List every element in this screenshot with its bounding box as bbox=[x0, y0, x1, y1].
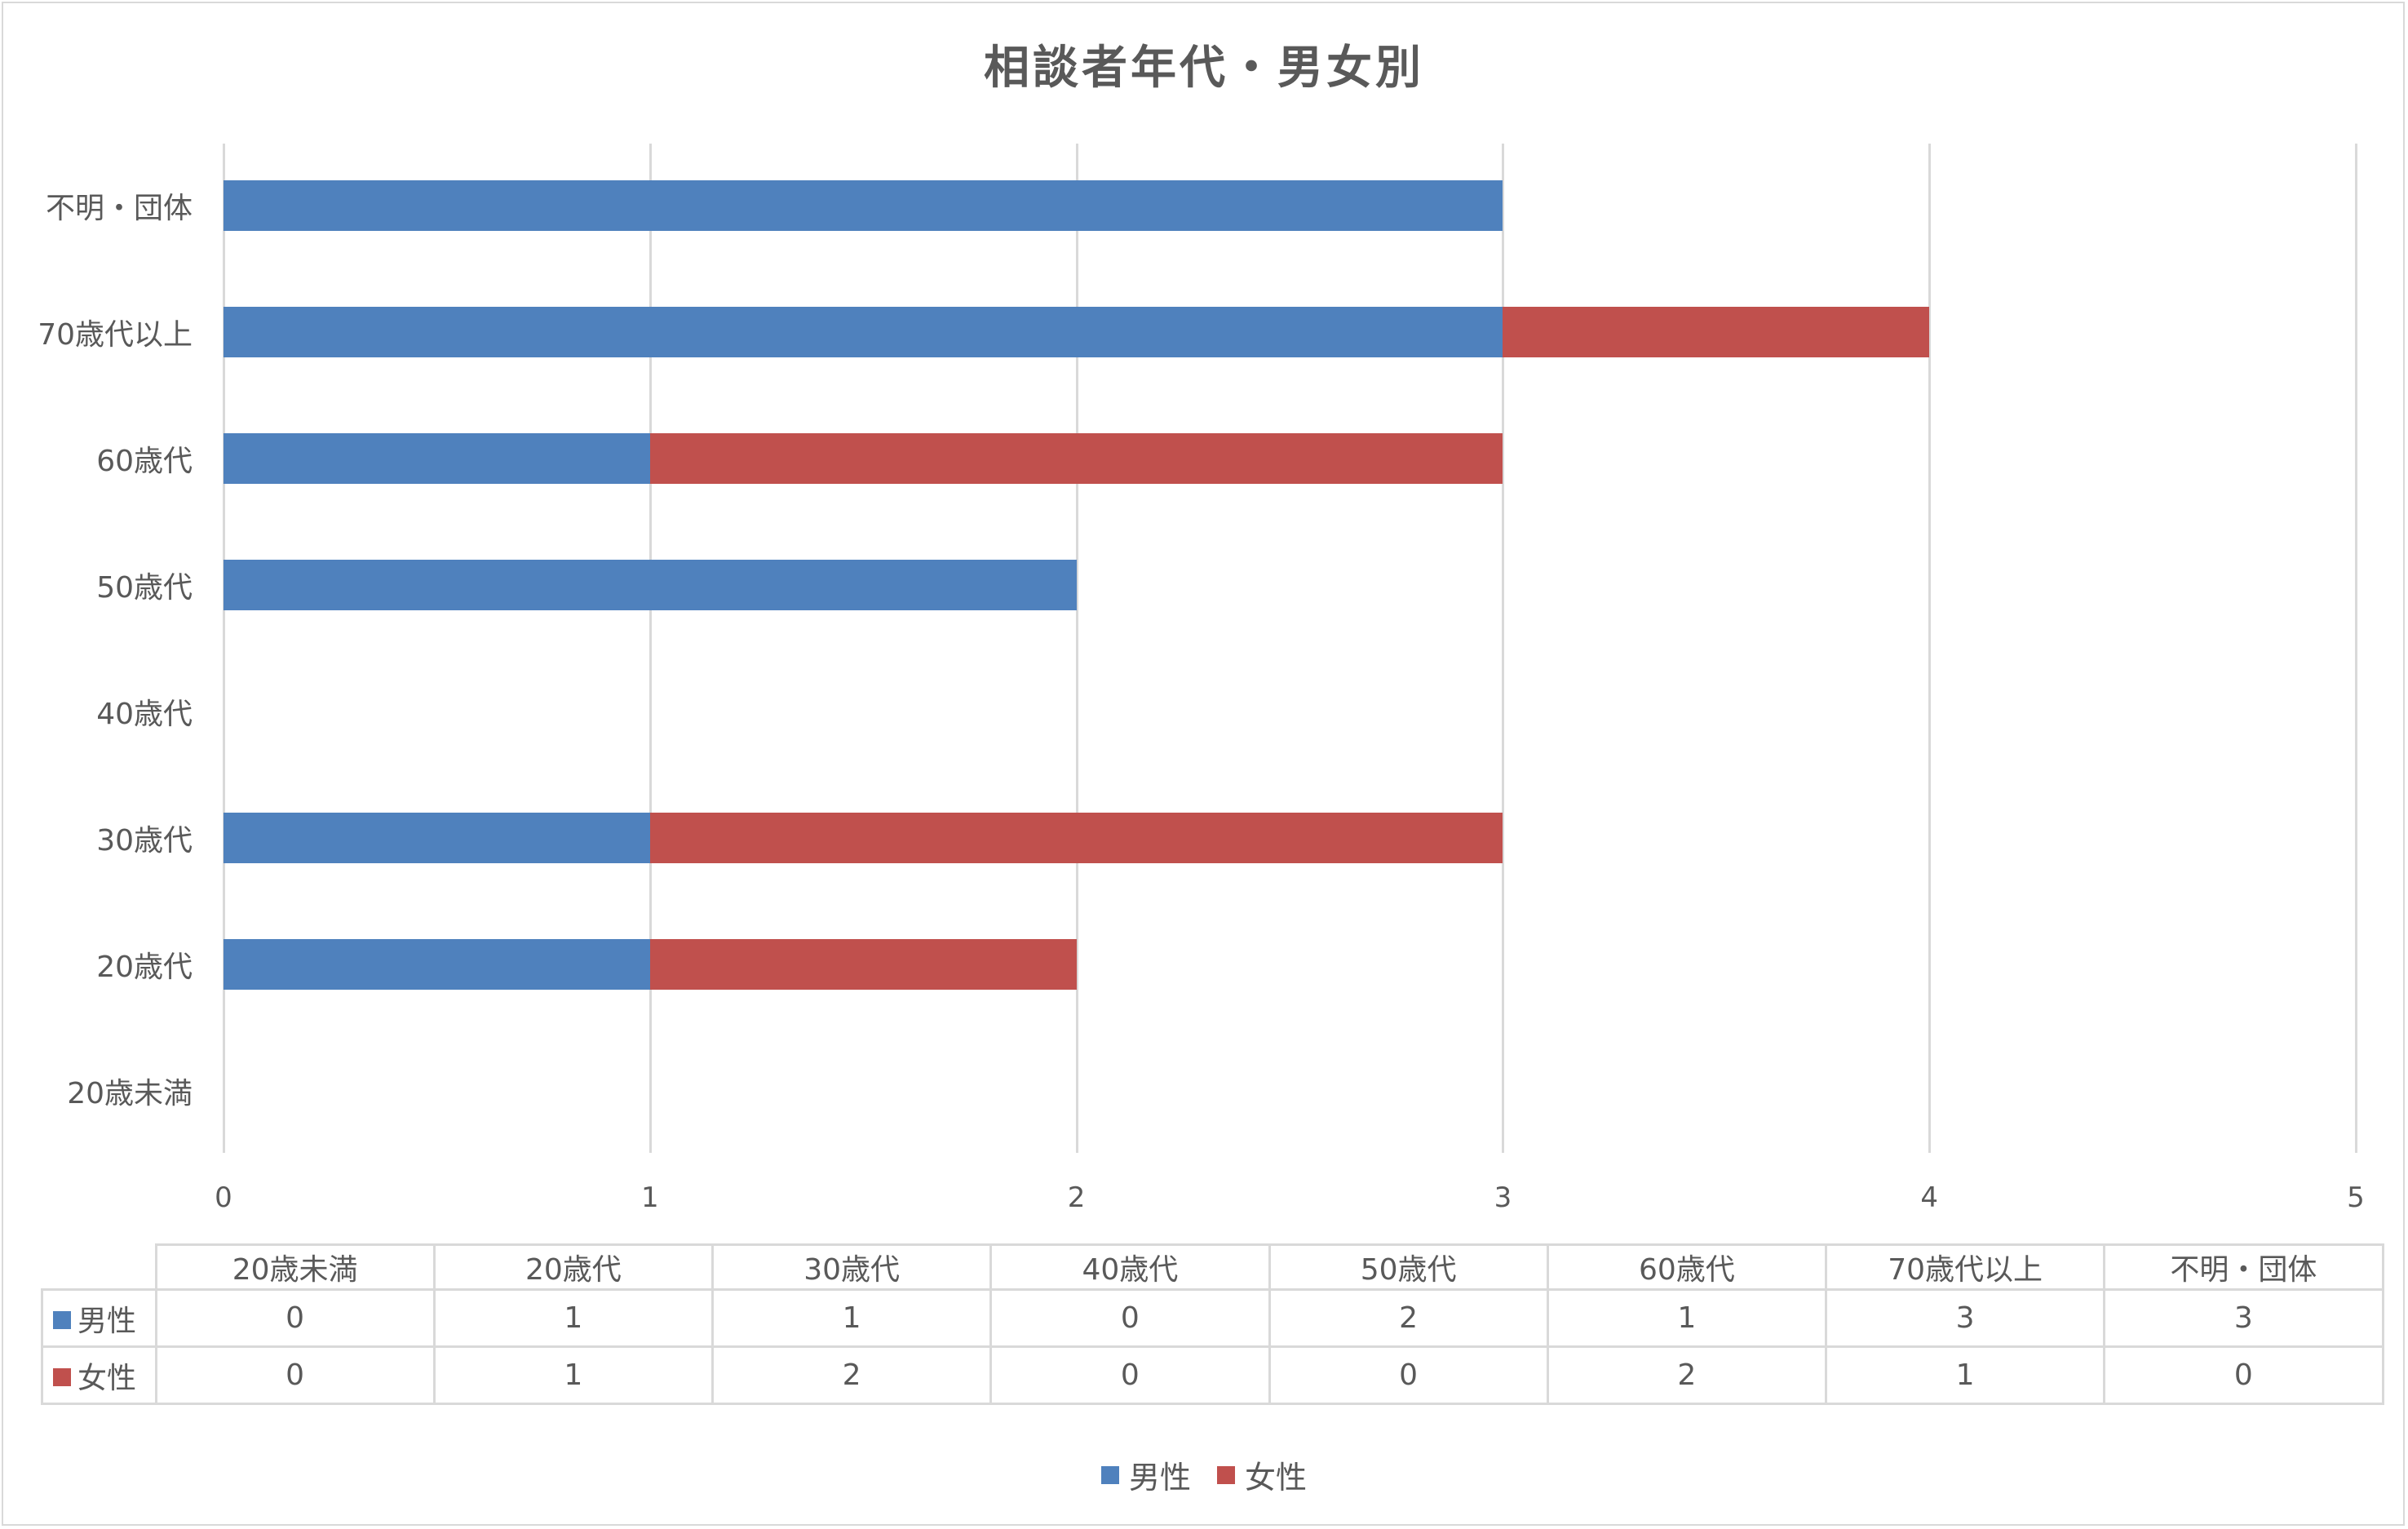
data-table-row-label: 女性 bbox=[41, 1345, 157, 1405]
bar-segment-female[interactable] bbox=[1503, 307, 1930, 357]
data-table-cell: 0 bbox=[1268, 1345, 1549, 1405]
legend-label: 女性 bbox=[1245, 1460, 1308, 1496]
chart-title: 相談者年代・男女別 bbox=[984, 42, 1424, 95]
bar-group bbox=[224, 180, 1503, 231]
gridline bbox=[1928, 144, 1932, 1153]
data-table-header-cell: 40歳代 bbox=[989, 1243, 1271, 1291]
data-table-row-label: 男性 bbox=[41, 1288, 157, 1348]
data-table-header-cell: 30歳代 bbox=[710, 1243, 993, 1291]
legend-item-female[interactable]: 女性 bbox=[1217, 1452, 1307, 1497]
y-axis-label: 20歳未満 bbox=[67, 1077, 193, 1110]
bar-segment-male[interactable] bbox=[224, 180, 1503, 231]
y-axis-label: 40歳代 bbox=[96, 698, 193, 731]
bar-group bbox=[224, 939, 1077, 990]
legend-square-icon bbox=[1100, 1465, 1119, 1484]
data-table-header-cell: 70歳代以上 bbox=[1824, 1243, 2106, 1291]
data-table-cell: 2 bbox=[1546, 1345, 1828, 1405]
data-table-cell: 0 bbox=[154, 1288, 436, 1348]
y-axis-label: 70歳代以上 bbox=[38, 318, 193, 352]
data-table-cell: 0 bbox=[989, 1288, 1271, 1348]
y-axis-label: 50歳代 bbox=[96, 571, 193, 605]
bar-segment-male[interactable] bbox=[224, 307, 1503, 357]
bar-segment-female[interactable] bbox=[649, 939, 1077, 990]
data-table-cell: 2 bbox=[710, 1345, 993, 1405]
legend-key-male-icon bbox=[53, 1310, 71, 1329]
bar-segment-female[interactable] bbox=[649, 433, 1503, 484]
legend-key-female-icon bbox=[53, 1367, 71, 1386]
y-axis-label: 20歳代 bbox=[96, 951, 193, 984]
legend-item-male[interactable]: 男性 bbox=[1100, 1452, 1191, 1497]
y-axis-label: 30歳代 bbox=[96, 824, 193, 858]
data-table-cell: 1 bbox=[432, 1345, 715, 1405]
data-table-cell: 1 bbox=[710, 1288, 993, 1348]
data-table-cell: 3 bbox=[2103, 1288, 2384, 1348]
data-table-cell: 0 bbox=[989, 1345, 1271, 1405]
bar-group bbox=[224, 560, 1077, 610]
data-table-cell: 0 bbox=[2103, 1345, 2384, 1405]
plot-area bbox=[223, 144, 2357, 1153]
gridline bbox=[1075, 144, 1078, 1153]
gridline bbox=[223, 144, 225, 1153]
data-table: 20歳未満 20歳代 30歳代 40歳代 50歳代 60歳代 70歳代以上 不明・団体 男性 … bbox=[41, 1243, 2384, 1405]
data-table-header-row: 20歳未満 20歳代 30歳代 40歳代 50歳代 60歳代 70歳代以上 不明・団体 bbox=[42, 1243, 2384, 1291]
y-axis-label: 不明・団体 bbox=[45, 192, 193, 225]
data-table-header-cell: 60歳代 bbox=[1546, 1243, 1828, 1291]
data-table-cell: 1 bbox=[1546, 1288, 1828, 1348]
gridline bbox=[648, 144, 652, 1153]
row-label-text: 男性 bbox=[77, 1304, 137, 1338]
x-tick-label: 4 bbox=[1920, 1181, 1939, 1214]
bar-segment-male[interactable] bbox=[224, 939, 650, 990]
data-table-corner bbox=[42, 1244, 157, 1291]
x-tick-label: 1 bbox=[640, 1181, 659, 1214]
bar-segment-male[interactable] bbox=[224, 560, 1077, 610]
row-label-text: 女性 bbox=[77, 1361, 137, 1395]
data-table-cell: 1 bbox=[1824, 1345, 2106, 1405]
x-tick-label: 3 bbox=[1494, 1181, 1512, 1214]
gridline bbox=[2355, 144, 2357, 1153]
x-tick-label: 0 bbox=[215, 1181, 232, 1214]
bar-group bbox=[224, 307, 1930, 357]
legend-square-icon bbox=[1217, 1465, 1236, 1484]
bar-group bbox=[224, 813, 1503, 863]
data-table-header-cell: 20歳代 bbox=[432, 1243, 715, 1291]
data-table-cell: 3 bbox=[1824, 1288, 2106, 1348]
x-tick-label: 2 bbox=[1067, 1181, 1086, 1214]
gridline bbox=[1502, 144, 1505, 1153]
data-table-cell: 0 bbox=[154, 1345, 436, 1405]
legend-label: 男性 bbox=[1128, 1460, 1191, 1496]
data-table-header-cell: 50歳代 bbox=[1268, 1243, 1549, 1291]
legend: 男性 女性 bbox=[0, 1452, 2408, 1497]
data-table-cell: 1 bbox=[432, 1288, 715, 1348]
x-tick-label: 5 bbox=[2347, 1181, 2365, 1214]
data-table-header-cell: 不明・団体 bbox=[2103, 1243, 2384, 1291]
bar-segment-male[interactable] bbox=[224, 433, 650, 484]
bar-segment-male[interactable] bbox=[224, 813, 650, 863]
y-axis-label: 60歳代 bbox=[96, 445, 193, 478]
bar-group bbox=[224, 433, 1503, 484]
bar-segment-female[interactable] bbox=[649, 813, 1503, 863]
data-table-header-cell: 20歳未満 bbox=[154, 1243, 436, 1291]
data-table-cell: 2 bbox=[1268, 1288, 1549, 1348]
